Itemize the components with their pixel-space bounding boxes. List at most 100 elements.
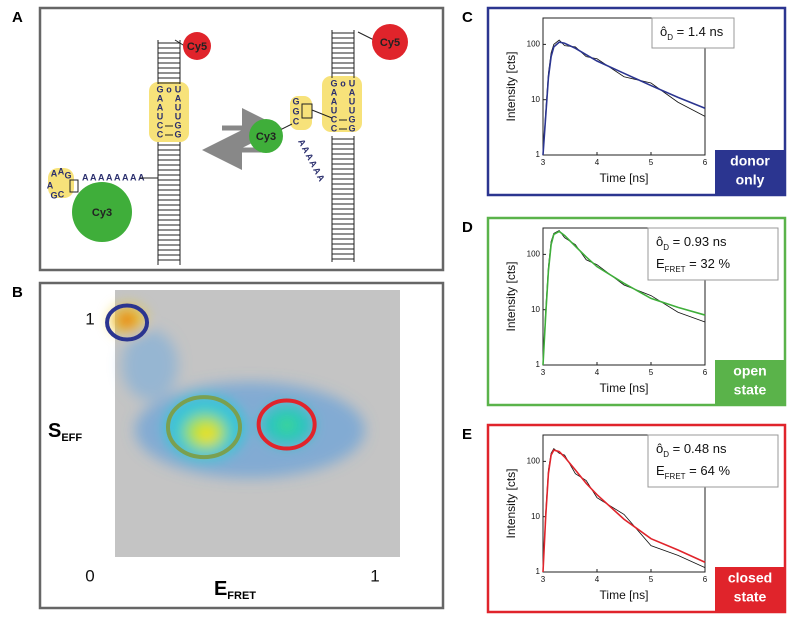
decay-fit <box>542 230 706 366</box>
x-tick-label: 3 <box>541 368 546 377</box>
plot-frame <box>542 17 706 156</box>
nucleotide: U <box>175 111 182 121</box>
nucleotide: U <box>331 105 338 115</box>
annotation-text: = 64 % <box>686 463 731 478</box>
nucleotide: U <box>175 102 182 112</box>
nucleotide: A <box>58 166 65 176</box>
y-axis-label: Intensity [cts] <box>504 51 518 121</box>
nucleotide-tail: AAAAAAAA <box>82 172 146 182</box>
y-tick-label: 1 <box>536 360 541 369</box>
x-tick-label: 5 <box>649 575 654 584</box>
strand <box>311 109 333 119</box>
highlight <box>48 168 74 198</box>
dye-label: Cy5 <box>187 41 207 53</box>
nucleotide: U <box>349 96 356 106</box>
y-tick-label: 100 <box>527 456 541 465</box>
population-ring <box>166 395 242 460</box>
state-tag-text: donor <box>730 153 770 169</box>
annotation-sub: FRET <box>665 472 686 481</box>
density <box>122 330 178 400</box>
x-tick-label: 4 <box>595 368 600 377</box>
x-tick-label: 5 <box>649 158 654 167</box>
x-tick-label: 3 <box>541 575 546 584</box>
plot-frame <box>542 434 706 573</box>
panel-label: D <box>462 219 473 236</box>
y-tick-label: 10 <box>531 305 540 314</box>
state-tag-text: only <box>736 172 765 188</box>
linker <box>279 123 293 131</box>
dye-cy3 <box>72 182 132 242</box>
nucleotide: C <box>293 116 300 126</box>
annotation-symbol: ô <box>656 441 663 456</box>
x-tick-label: 3 <box>541 158 546 167</box>
annotation-sub: D <box>663 450 669 459</box>
decay-fit <box>542 449 706 573</box>
annotation-sub: FRET <box>665 265 686 274</box>
y-tick-label: 1 <box>536 150 541 159</box>
state-tag-text: open <box>733 363 766 379</box>
annotation: ôD = 1.4 ns <box>660 24 724 41</box>
plot-frame <box>542 227 706 366</box>
decay-fit <box>542 41 706 156</box>
nucleotide: G <box>292 106 299 116</box>
x-tick-label: 4 <box>595 158 600 167</box>
population-ring <box>256 398 317 451</box>
dye-cy5 <box>183 32 211 60</box>
label-main: E <box>214 578 227 600</box>
x-axis-label: Time [ns] <box>600 381 649 395</box>
nucleotide: U <box>349 78 356 88</box>
x-tick-label: 6 <box>703 368 708 377</box>
dye-label: Cy3 <box>256 131 276 143</box>
annotation-symbol: ô <box>656 234 663 249</box>
y-tick-label: 100 <box>527 39 541 48</box>
nucleotide: G <box>64 170 71 180</box>
nucleotide: A <box>47 180 54 190</box>
nucleotide: C <box>157 120 164 130</box>
state-tag-text: closed <box>728 570 772 586</box>
label-sub: EFF <box>61 432 82 444</box>
axis-label: SEFF <box>48 420 82 444</box>
annotation-sub: D <box>667 33 673 42</box>
y-axis-label: Intensity [cts] <box>504 261 518 331</box>
label-main: S <box>48 420 61 442</box>
rna-diagram: Cy5 Cy3 Cy5 Cy3 oGAAUCCUAUUGGoGAAUCCUAUU… <box>47 24 408 265</box>
annotation-box <box>647 434 779 488</box>
density <box>118 313 136 327</box>
annotation-box <box>651 17 735 49</box>
stem-pairs <box>301 103 313 119</box>
nucleotide: A <box>331 96 338 106</box>
nucleotide: G <box>174 129 181 139</box>
panel-label: B <box>12 284 23 301</box>
nucleotide: G <box>174 120 181 130</box>
dye-label: Cy3 <box>92 207 112 219</box>
nucleotide: U <box>157 111 164 121</box>
dye-cy5 <box>372 24 408 60</box>
panel-label: C <box>462 9 473 26</box>
dye-label: Cy5 <box>380 37 400 49</box>
x-tick-label: 6 <box>703 158 708 167</box>
y-tick-label: 1 <box>536 567 541 576</box>
nucleotide: G <box>348 123 355 133</box>
y-tick-label: 100 <box>527 249 541 258</box>
x-axis-label: Time [ns] <box>600 588 649 602</box>
linker <box>357 31 375 41</box>
nucleotide: A <box>349 87 356 97</box>
x-tick-label: 4 <box>595 575 600 584</box>
annotation-box <box>647 227 779 281</box>
y-tick-label: 1 <box>85 309 94 328</box>
x-tick-label: 1 <box>370 566 379 585</box>
nucleotide: o <box>166 84 172 94</box>
population-ring <box>105 303 150 342</box>
nucleotide: C <box>58 189 65 199</box>
dye-cy3 <box>249 119 283 153</box>
y-tick-label: 10 <box>531 95 540 104</box>
nucleotide: A <box>51 168 58 178</box>
nucleotide: A <box>157 93 164 103</box>
annotation-text: = 0.48 ns <box>669 441 727 456</box>
x-tick-label: 0 <box>85 566 94 585</box>
panel-label: A <box>12 9 23 26</box>
state-tag-text: state <box>734 589 767 605</box>
nucleotide: G <box>50 190 57 200</box>
nucleotide: U <box>175 84 182 94</box>
